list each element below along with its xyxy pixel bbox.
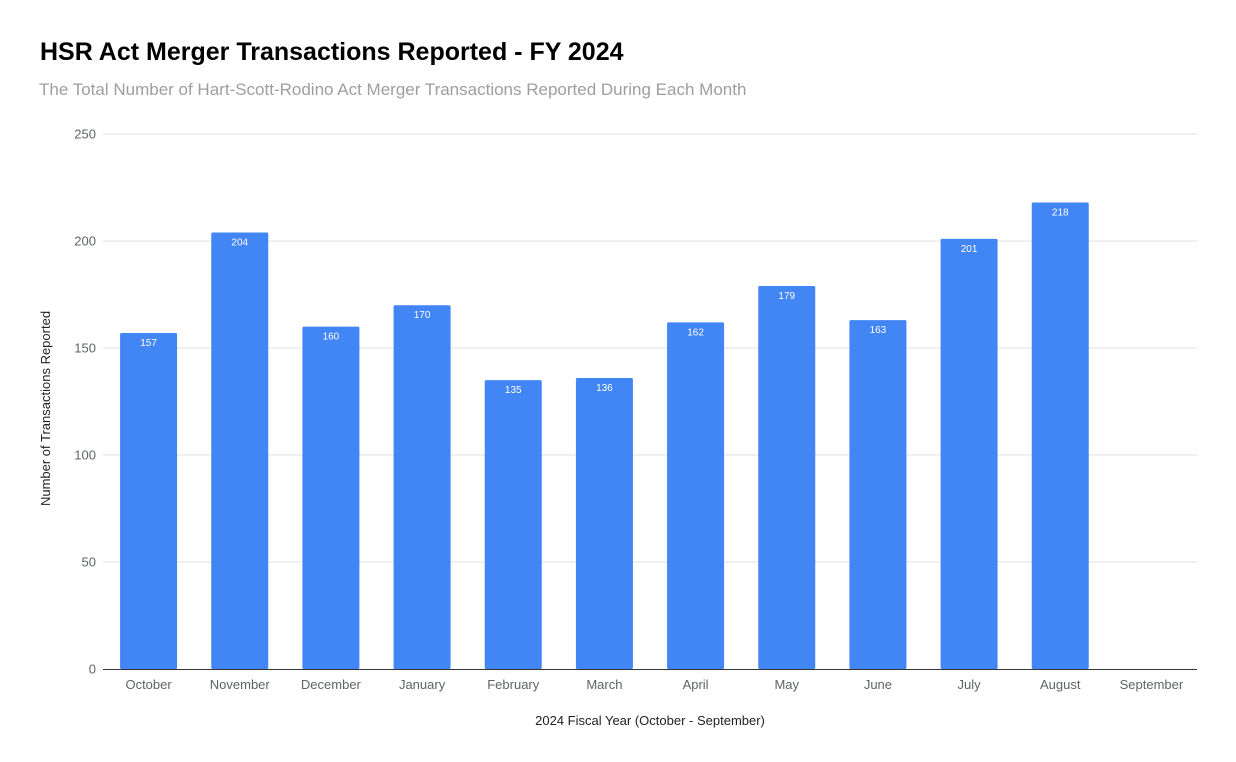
x-tick-label: December	[301, 677, 362, 692]
data-label: 179	[778, 291, 795, 302]
bar-february	[484, 380, 542, 669]
bar-november	[211, 232, 269, 669]
y-axis-ticks: 0 50 100 150 200 250	[74, 127, 96, 677]
y-tick-label: 100	[74, 448, 96, 463]
bar-may	[758, 285, 816, 669]
gridlines	[103, 133, 1197, 563]
data-label: 160	[323, 332, 340, 343]
x-tick-label: April	[683, 677, 709, 692]
data-label: 201	[961, 244, 978, 255]
y-axis-title: Number of Transactions Reported	[38, 311, 53, 506]
bar-august	[1031, 202, 1089, 670]
bar-june	[849, 320, 907, 669]
data-label: 135	[505, 385, 522, 396]
bar-april	[667, 322, 725, 669]
x-tick-label: August	[1040, 677, 1081, 692]
data-label: 170	[414, 310, 431, 321]
y-tick-label: 150	[74, 341, 96, 356]
x-tick-label: January	[399, 677, 446, 692]
y-tick-label: 0	[89, 662, 96, 677]
y-tick-label: 200	[74, 234, 96, 249]
x-tick-label: May	[774, 677, 799, 692]
y-tick-label: 250	[74, 127, 96, 142]
x-tick-label: September	[1120, 677, 1184, 692]
x-tick-label: November	[210, 677, 271, 692]
data-label: 157	[140, 338, 157, 349]
x-tick-label: February	[487, 677, 540, 692]
x-tick-label: March	[586, 677, 622, 692]
data-label: 163	[870, 325, 887, 336]
bar-january	[393, 305, 451, 669]
bar-july	[940, 238, 998, 670]
bars	[120, 202, 1089, 670]
x-axis-ticks: October November December January February Ma…	[125, 677, 1183, 692]
bar-october	[120, 333, 178, 669]
x-tick-label: July	[958, 677, 982, 692]
data-label: 136	[596, 383, 613, 394]
x-tick-label: October	[125, 677, 172, 692]
data-label: 218	[1052, 207, 1069, 218]
bar-december	[302, 326, 360, 669]
chart-title: HSR Act Merger Transactions Reported - F…	[40, 38, 624, 66]
bar-march	[575, 377, 633, 669]
data-label: 204	[231, 237, 248, 248]
x-axis-title: 2024 Fiscal Year (October - September)	[535, 713, 765, 728]
data-labels: 157 204 160 170 135 136 162 179 163 201 218	[140, 207, 1069, 396]
data-label: 162	[687, 327, 704, 338]
y-tick-label: 50	[82, 555, 96, 570]
chart-subtitle: The Total Number of Hart-Scott-Rodino Ac…	[39, 80, 747, 99]
x-tick-label: June	[864, 677, 892, 692]
